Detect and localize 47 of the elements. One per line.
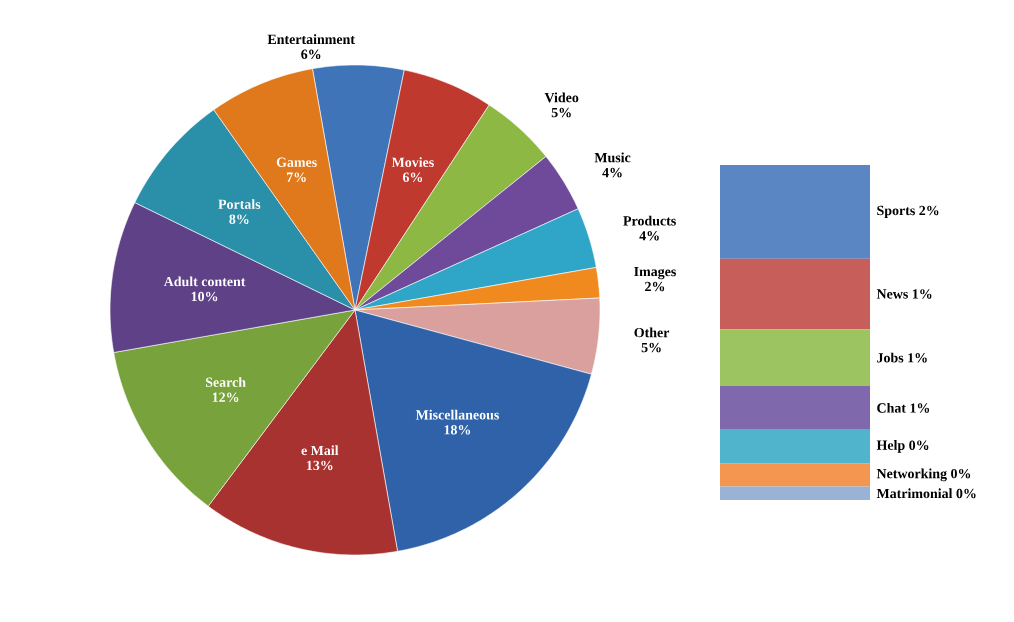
series-label: Matrimonial xyxy=(876,488,953,499)
slice-label: e Mail xyxy=(301,445,339,456)
slice-label: Video xyxy=(544,92,579,103)
data-label: 4% xyxy=(639,231,659,241)
slice-label: Music xyxy=(594,152,631,163)
slice-label: Games xyxy=(276,157,317,167)
data-label: 5% xyxy=(641,342,661,353)
series-label: News xyxy=(876,289,908,299)
data-label: 8% xyxy=(229,214,249,224)
bar xyxy=(720,463,871,487)
data-label: 6% xyxy=(301,49,321,60)
data-label: 4% xyxy=(602,167,622,178)
series-label: Networking xyxy=(876,468,947,482)
data-label: 2% xyxy=(645,281,665,292)
slice-label: Search xyxy=(205,377,246,387)
slice-label: Other xyxy=(634,327,670,338)
text: 2% xyxy=(919,205,939,216)
slice-label: Products xyxy=(623,215,676,226)
text: 1% xyxy=(908,353,927,363)
text: 1% xyxy=(912,289,932,299)
slice-label: Movies xyxy=(391,157,434,167)
text: 1% xyxy=(910,403,930,413)
series-label: Jobs xyxy=(877,352,904,363)
bar xyxy=(720,486,871,500)
data-label: 7% xyxy=(286,172,306,182)
data-label: 6% xyxy=(402,172,423,182)
text: 0% xyxy=(956,488,976,499)
text: 0% xyxy=(909,440,929,450)
slice-label: Portals xyxy=(218,199,261,209)
data-label: 13% xyxy=(306,460,333,471)
slice-label: Images xyxy=(634,266,676,280)
slice-label: Adult content xyxy=(163,276,246,287)
bar xyxy=(720,429,871,464)
series-label: Help xyxy=(876,440,905,453)
text: 0% xyxy=(951,468,971,479)
series-label: Chat xyxy=(877,402,906,413)
bar xyxy=(720,164,871,259)
bar xyxy=(720,258,871,330)
data-label: 10% xyxy=(191,291,218,302)
series-label: Sports xyxy=(877,205,915,218)
data-label: 18% xyxy=(444,425,471,435)
data-label: 12% xyxy=(212,392,239,402)
bar xyxy=(720,329,871,387)
bar xyxy=(720,386,871,430)
slice-label: Entertainment xyxy=(267,34,355,45)
slice-label: Miscellaneous xyxy=(415,409,499,420)
data-label: 5% xyxy=(551,107,571,118)
